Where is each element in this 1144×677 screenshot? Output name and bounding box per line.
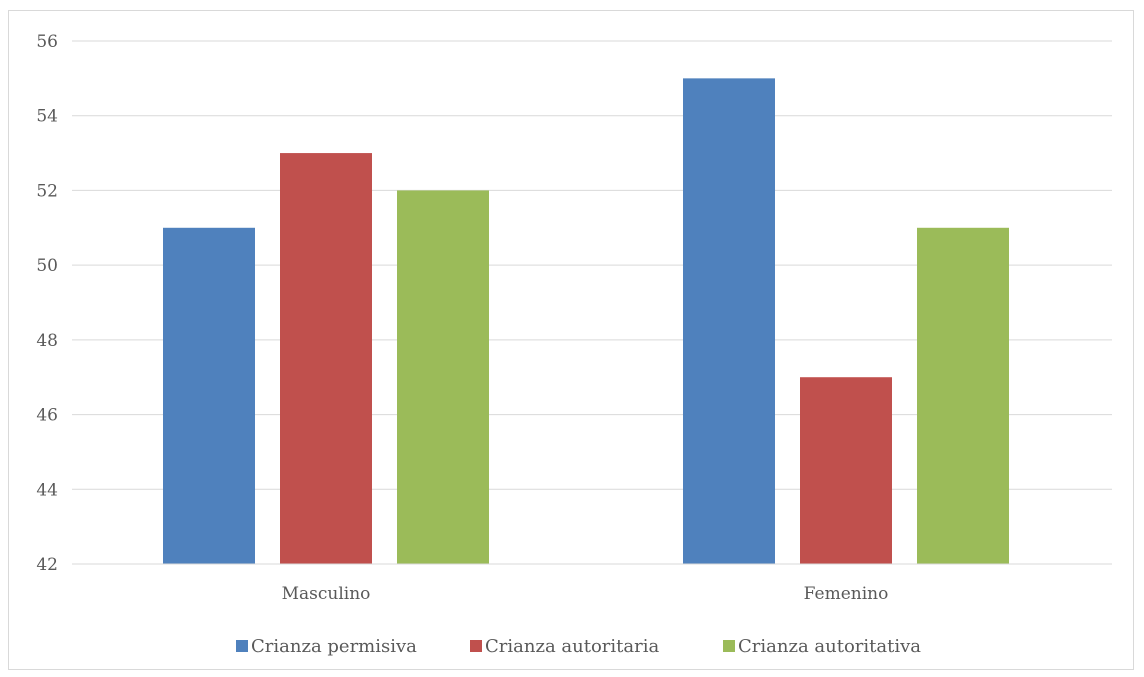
y-tick-label-52: 52 bbox=[36, 181, 58, 201]
bar-femenino-crianza-autoritativa bbox=[917, 227, 1009, 565]
legend-label-crianza-autoritaria: Crianza autoritaria bbox=[485, 636, 659, 657]
y-tick-label-46: 46 bbox=[36, 406, 58, 426]
y-tick-label-42: 42 bbox=[36, 555, 58, 575]
bar-femenino-crianza-autoritaria bbox=[800, 377, 892, 564]
category-labels: Masculino Femenino bbox=[282, 584, 889, 604]
category-label-masculino: Masculino bbox=[282, 584, 371, 604]
y-tick-label-50: 50 bbox=[36, 256, 58, 276]
bars bbox=[163, 78, 1009, 565]
legend-swatch-crianza-permisiva bbox=[236, 640, 248, 652]
y-tick-label-44: 44 bbox=[36, 480, 58, 500]
legend-swatch-crianza-autoritaria bbox=[470, 640, 482, 652]
bar-femenino-crianza-permisiva bbox=[683, 78, 775, 564]
legend-label-crianza-permisiva: Crianza permisiva bbox=[251, 636, 417, 657]
category-label-femenino: Femenino bbox=[804, 584, 889, 604]
y-tick-label-54: 54 bbox=[36, 107, 58, 127]
y-axis-ticks: 42 44 46 48 50 52 54 56 bbox=[36, 32, 58, 575]
bar-masculino-crianza-permisiva bbox=[163, 227, 255, 565]
bar-masculino-crianza-autoritaria bbox=[280, 153, 372, 565]
bar-masculino-crianza-autoritativa bbox=[397, 190, 489, 564]
y-tick-label-56: 56 bbox=[36, 32, 58, 52]
legend: Crianza permisiva Crianza autoritaria Cria… bbox=[236, 636, 921, 657]
legend-swatch-crianza-autoritativa bbox=[723, 640, 735, 652]
legend-label-crianza-autoritativa: Crianza autoritativa bbox=[738, 636, 921, 657]
y-tick-label-48: 48 bbox=[36, 331, 58, 351]
